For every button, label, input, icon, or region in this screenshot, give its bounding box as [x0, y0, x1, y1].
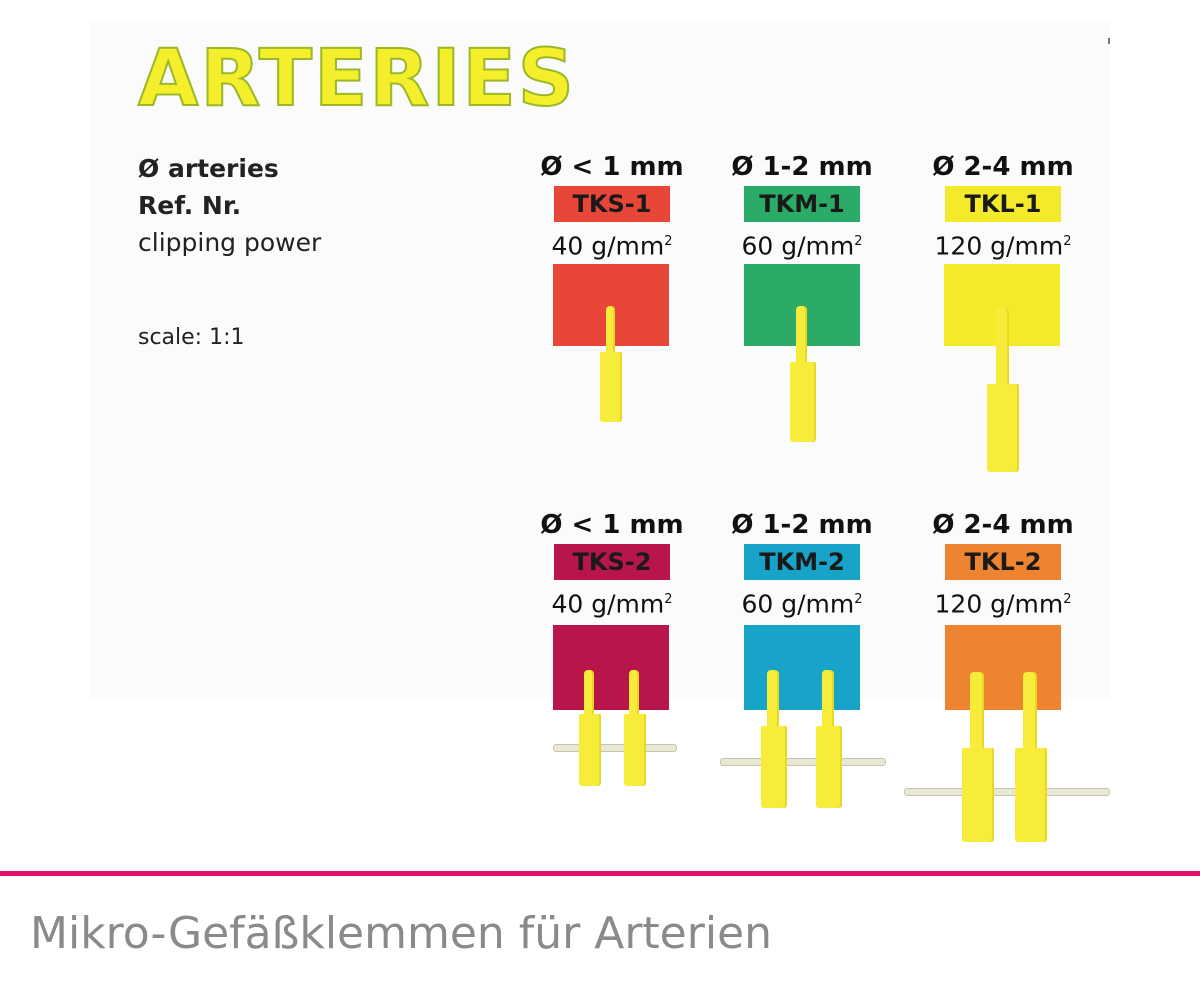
ref-label: TKS-1	[572, 190, 652, 218]
clamp-blade	[1015, 748, 1047, 842]
clamp-blade	[624, 714, 646, 786]
clamp-column: Ø 2-4 mm TKL-2 120 g/mm2	[903, 508, 1103, 618]
corner-mark	[1108, 38, 1110, 44]
clamp-blade	[761, 726, 787, 808]
ref-badge: TKL-2	[945, 544, 1061, 580]
power-value: 120 g/mm	[934, 589, 1064, 619]
clamp-arm	[629, 670, 639, 718]
clamp-blade	[987, 384, 1019, 472]
clamp-arm	[822, 670, 834, 730]
clamp-column: Ø 1-2 mm TKM-1 60 g/mm2	[702, 150, 902, 260]
footer-caption: Mikro-Gefäßklemmen für Arterien	[30, 908, 773, 959]
clipping-power: 40 g/mm2	[512, 224, 712, 260]
diameter-label: Ø 1-2 mm	[731, 510, 873, 540]
legend-ref: Ref. Nr.	[138, 191, 242, 220]
legend: Ø arteries Ref. Nr. clipping power scale…	[138, 150, 321, 356]
clamp-blade	[600, 352, 622, 422]
ref-badge: TKM-1	[744, 186, 860, 222]
power-value: 60 g/mm	[741, 231, 855, 261]
ref-label: TKS-2	[572, 548, 652, 576]
clipping-power: 120 g/mm2	[903, 224, 1103, 260]
power-exponent: 2	[854, 592, 863, 607]
clamp-arm	[767, 670, 779, 730]
legend-power: clipping power	[138, 228, 322, 257]
color-swatch	[744, 625, 860, 710]
clamp-arm	[970, 672, 984, 752]
diameter-label: Ø 2-4 mm	[932, 510, 1074, 540]
ref-label: TKL-2	[964, 548, 1042, 576]
ref-label: TKL-1	[964, 190, 1042, 218]
color-swatch	[945, 625, 1061, 710]
clamp-arm	[606, 306, 615, 356]
clamp-rod	[553, 744, 677, 752]
power-exponent: 2	[664, 592, 673, 607]
diameter-label: Ø < 1 mm	[540, 152, 684, 182]
page-title: ARTERIES	[137, 34, 576, 124]
ref-badge: TKS-2	[554, 544, 670, 580]
clamp-rod	[904, 788, 1110, 796]
power-exponent: 2	[854, 234, 863, 249]
clamp-column: Ø 2-4 mm TKL-1 120 g/mm2	[903, 150, 1103, 260]
divider-rule	[0, 871, 1200, 876]
power-value: 60 g/mm	[741, 589, 855, 619]
clamp-blade	[962, 748, 994, 842]
clipping-power: 40 g/mm2	[512, 582, 712, 618]
ref-label: TKM-2	[759, 548, 845, 576]
clamp-arm	[796, 306, 807, 366]
power-value: 40 g/mm	[551, 589, 665, 619]
color-swatch	[553, 625, 669, 710]
ref-badge: TKS-1	[554, 186, 670, 222]
clamp-blade	[816, 726, 842, 808]
ref-badge: TKM-2	[744, 544, 860, 580]
power-value: 120 g/mm	[934, 231, 1064, 261]
diameter-label: Ø < 1 mm	[540, 510, 684, 540]
clipping-power: 60 g/mm2	[702, 582, 902, 618]
clamp-arm	[1023, 672, 1037, 752]
ref-badge: TKL-1	[945, 186, 1061, 222]
diameter-label: Ø 1-2 mm	[731, 152, 873, 182]
diameter-label: Ø 2-4 mm	[932, 152, 1074, 182]
clamp-column: Ø 1-2 mm TKM-2 60 g/mm2	[702, 508, 902, 618]
clamp-rod	[720, 758, 886, 766]
legend-diameter: Ø arteries	[138, 154, 279, 183]
power-exponent: 2	[1063, 592, 1072, 607]
clamp-column: Ø < 1 mm TKS-1 40 g/mm2	[512, 150, 712, 260]
clamp-blade	[579, 714, 601, 786]
power-exponent: 2	[664, 234, 673, 249]
ref-label: TKM-1	[759, 190, 845, 218]
power-value: 40 g/mm	[551, 231, 665, 261]
clamp-arm	[996, 308, 1009, 388]
power-exponent: 2	[1063, 234, 1072, 249]
clamp-blade	[790, 362, 816, 442]
clipping-power: 120 g/mm2	[903, 582, 1103, 618]
clamp-arm	[584, 670, 594, 718]
legend-scale: scale: 1:1	[138, 325, 245, 350]
clipping-power: 60 g/mm2	[702, 224, 902, 260]
clamp-column: Ø < 1 mm TKS-2 40 g/mm2	[512, 508, 712, 618]
